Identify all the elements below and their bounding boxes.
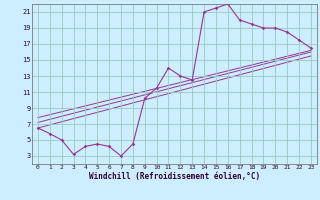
- X-axis label: Windchill (Refroidissement éolien,°C): Windchill (Refroidissement éolien,°C): [89, 172, 260, 181]
